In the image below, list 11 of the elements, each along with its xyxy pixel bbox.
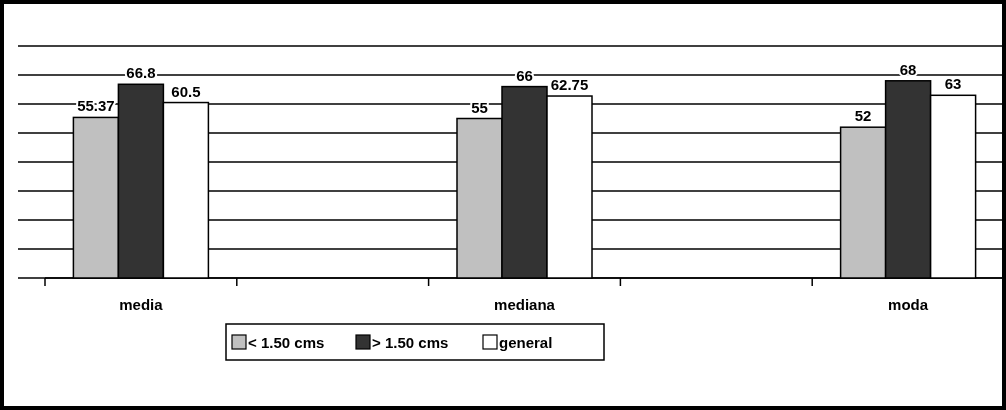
data-label: 62.75: [550, 76, 589, 94]
data-label: 60.5: [171, 82, 201, 100]
legend-label: general: [499, 334, 553, 351]
data-label: 52: [854, 107, 872, 125]
x-tick-label: media: [119, 296, 164, 313]
x-tick-label: moda: [888, 296, 929, 313]
data-label: 68: [899, 60, 917, 78]
legend-label: < 1.50 cms: [248, 334, 325, 351]
x-tick-label: mediana: [494, 296, 556, 313]
legend-label: > 1.50 cms: [372, 334, 449, 351]
data-label: 63: [944, 75, 962, 93]
